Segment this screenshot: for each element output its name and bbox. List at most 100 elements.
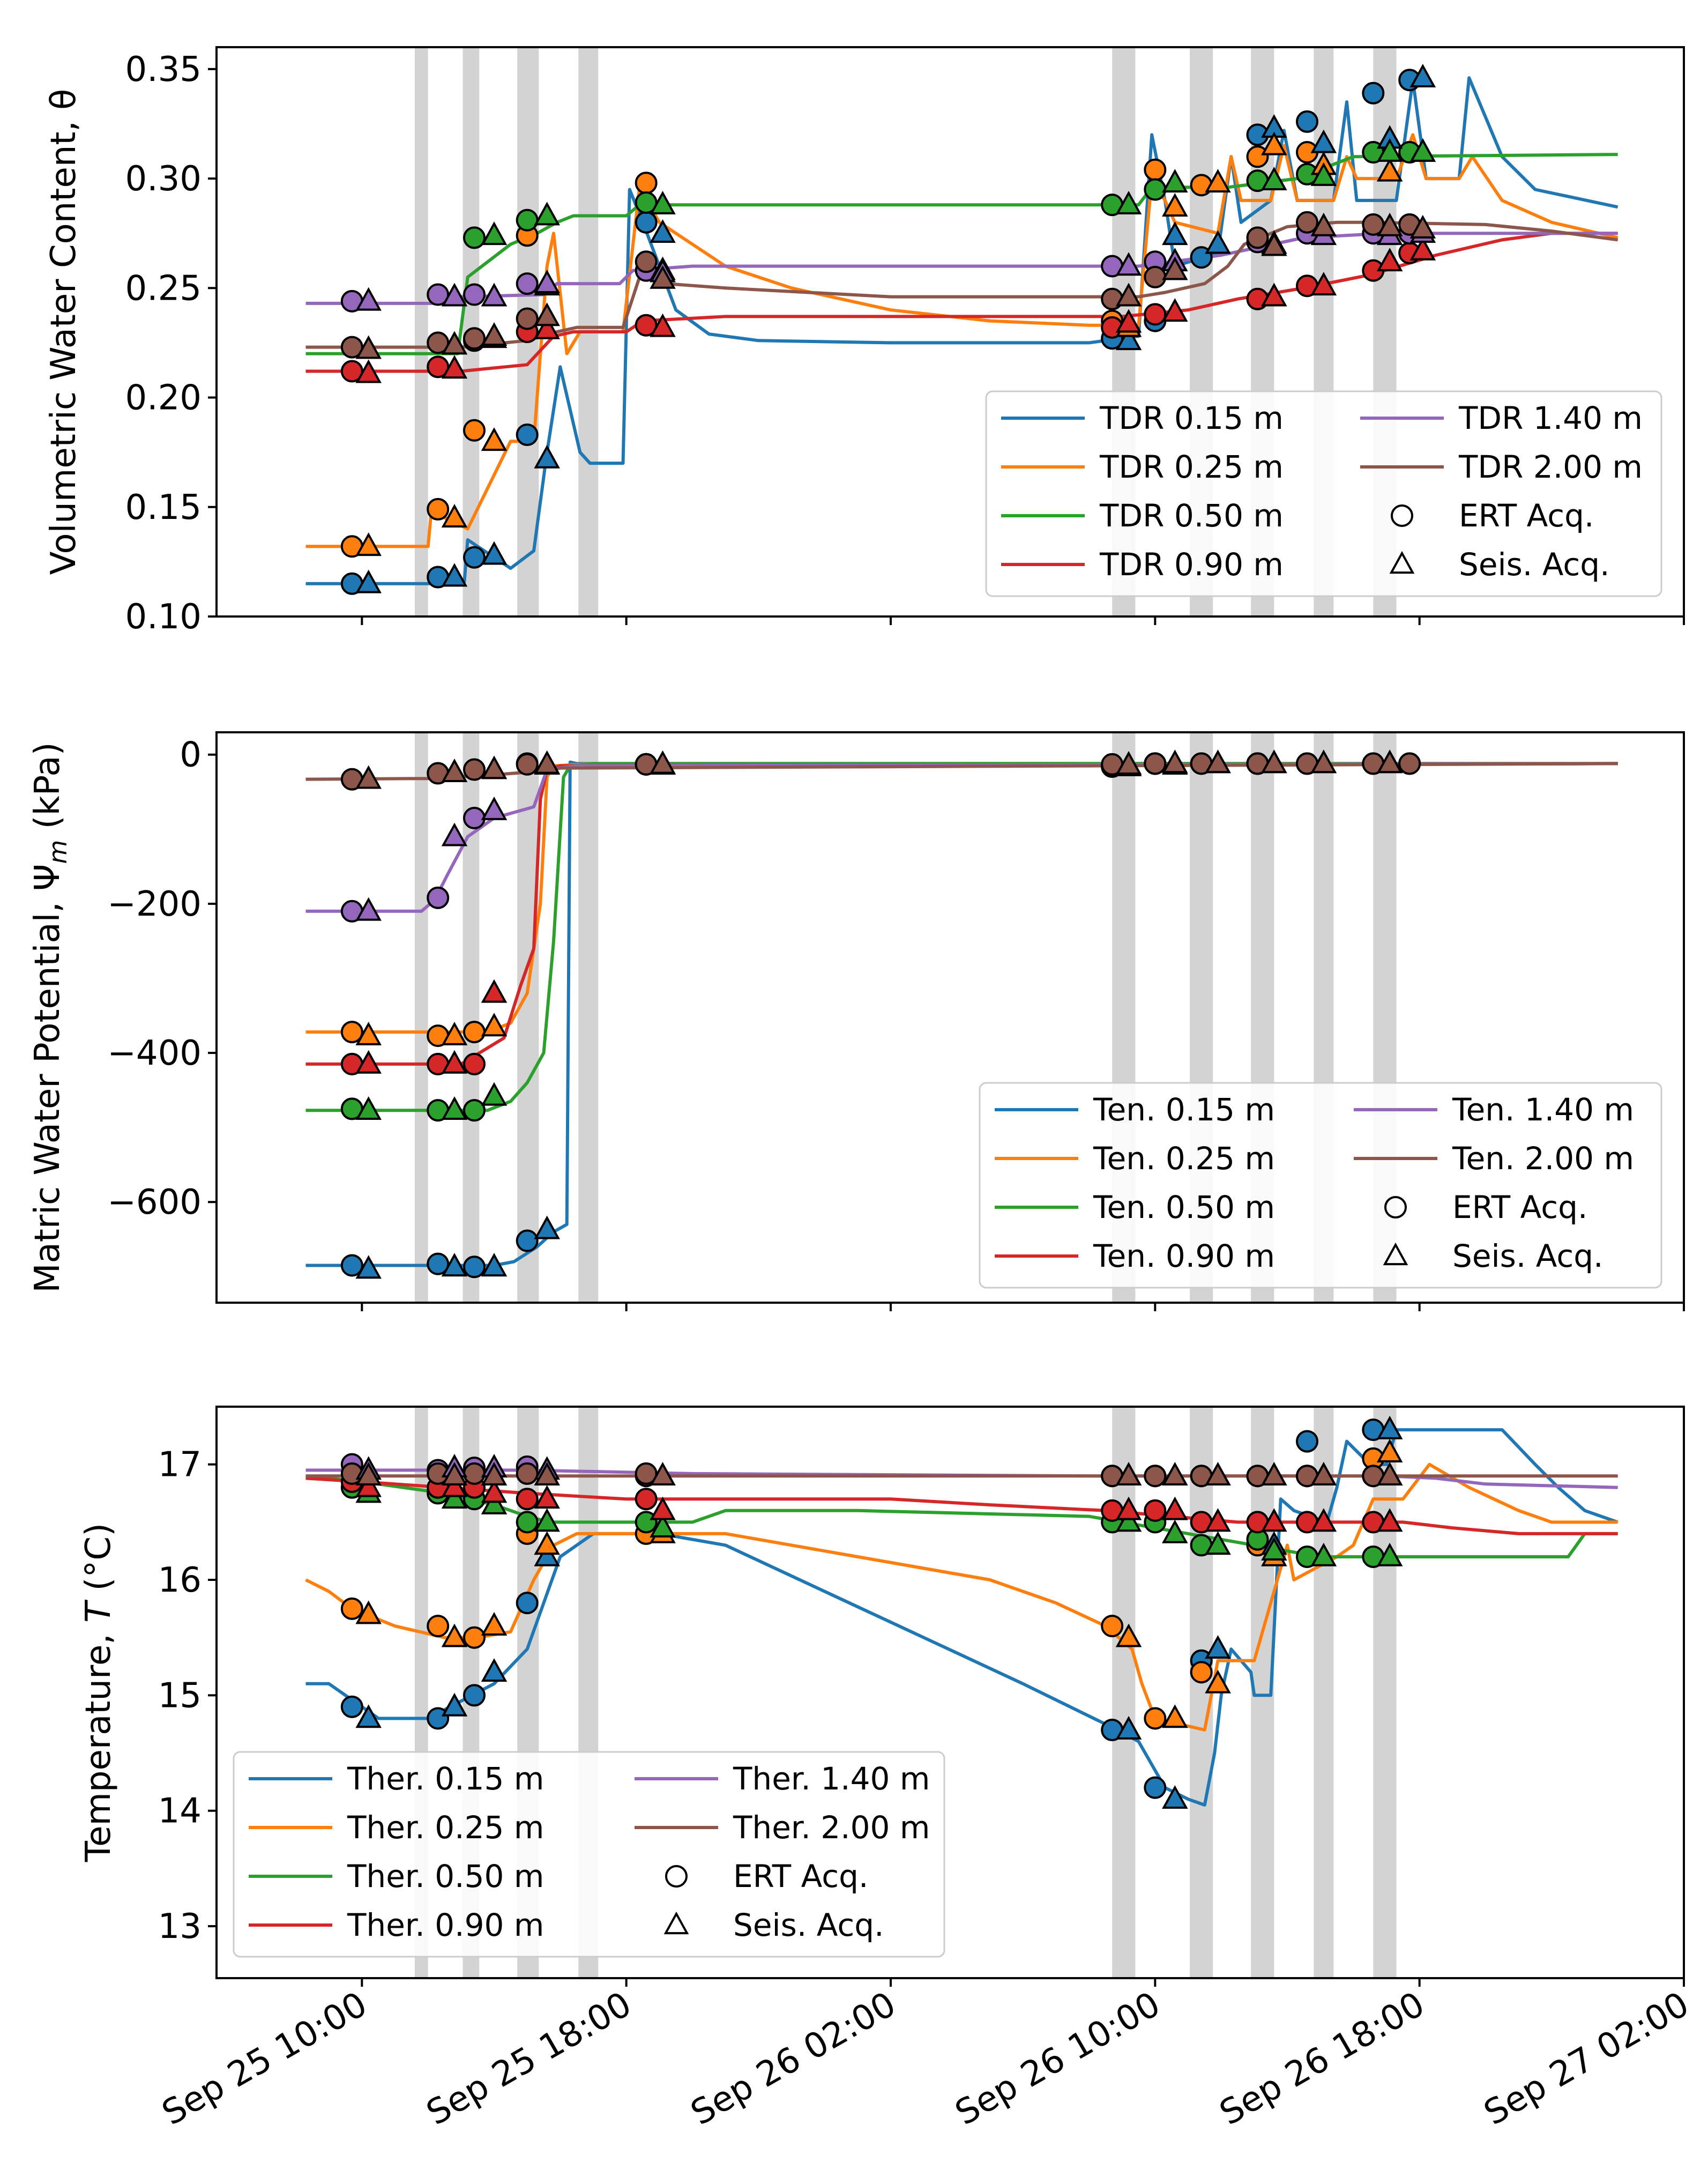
- ert-marker: [463, 1256, 486, 1279]
- seis-marker: [1162, 1519, 1188, 1543]
- legend-label: TDR 0.50 m: [1099, 497, 1284, 534]
- seis-marker: [481, 1490, 508, 1514]
- seis-marker: [1376, 248, 1403, 272]
- legend-label: Ther. 0.15 m: [347, 1760, 544, 1797]
- legend-label: Ten. 0.15 m: [1093, 1091, 1275, 1128]
- ert-marker: [516, 209, 539, 232]
- seis-marker: [1376, 1462, 1403, 1486]
- seis-marker: [441, 1096, 468, 1120]
- legend-label: Seis. Acq.: [1459, 546, 1610, 583]
- seis-marker: [534, 1508, 560, 1532]
- ert-marker: [635, 250, 658, 273]
- seis-marker: [481, 1013, 508, 1037]
- seis-marker: [1310, 272, 1337, 296]
- y-tick-label: −600: [107, 1183, 202, 1222]
- seis-marker: [1376, 749, 1403, 774]
- legend-box: [233, 1751, 945, 1958]
- seis-marker: [355, 1096, 382, 1120]
- ert-marker: [463, 419, 486, 442]
- seis-marker: [1162, 221, 1188, 246]
- acquisition-band: [578, 732, 599, 1303]
- y-tick-label: 0.20: [125, 378, 202, 418]
- seis-marker: [650, 190, 676, 214]
- seis-marker: [441, 1623, 468, 1647]
- ert-marker: [1296, 211, 1318, 234]
- legend-entry-tdr-0-25-m: TDR 0.25 m: [1001, 449, 1284, 485]
- seis-marker: [481, 1462, 508, 1486]
- ert-marker: [427, 886, 450, 909]
- ert-marker: [463, 1099, 486, 1122]
- legend-entry-seis-acq: Seis. Acq.: [663, 1907, 884, 1943]
- legend-entry-ther-0-50-m: Ther. 0.50 m: [249, 1858, 544, 1895]
- legend-label: Ten. 1.40 m: [1452, 1091, 1634, 1128]
- seis-marker: [1310, 162, 1337, 186]
- seis-marker: [481, 796, 508, 820]
- seis-marker: [1261, 1508, 1287, 1532]
- ert-marker: [463, 1684, 486, 1707]
- seis-marker: [355, 1050, 382, 1074]
- ert-marker: [1190, 1661, 1213, 1684]
- ert-marker: [340, 1254, 363, 1277]
- seis-marker: [650, 1513, 676, 1537]
- seis-marker: [441, 822, 468, 846]
- seis-marker: [1115, 1623, 1142, 1647]
- legend-entry-seis-acq: Seis. Acq.: [1389, 546, 1610, 583]
- seis-marker: [650, 265, 676, 289]
- ert-marker: [463, 1462, 486, 1485]
- legend-label: TDR 0.25 m: [1099, 449, 1284, 485]
- seis-marker: [355, 359, 382, 383]
- seis-marker: [1310, 212, 1337, 236]
- seis-marker: [1205, 1531, 1231, 1555]
- legend-entry-tdr-0-90-m: TDR 0.90 m: [1001, 546, 1284, 583]
- seis-marker: [1162, 298, 1188, 322]
- ert-marker: [427, 1615, 450, 1638]
- legend-thermistor: Ther. 0.15 m Ther. 1.40 m Ther. 0.25 m Ther…: [233, 1751, 945, 1958]
- y-axis-label-matric-water-potential: Matric Water Potential, Ψm (kPa): [28, 742, 72, 1292]
- legend-entry-ten-1-40-m: Ten. 1.40 m: [1354, 1091, 1634, 1128]
- legend-entry-ten-0-15-m: Ten. 0.15 m: [995, 1091, 1275, 1128]
- acquisition-band: [1112, 1407, 1136, 1978]
- ert-marker: [1144, 265, 1167, 288]
- seis-marker: [1376, 1415, 1403, 1439]
- ert-marker: [1398, 752, 1421, 775]
- ert-legend-marker: [1384, 1196, 1407, 1219]
- seis-marker: [1115, 283, 1142, 307]
- legend-label: Ten. 0.90 m: [1093, 1238, 1275, 1274]
- ert-marker: [463, 226, 486, 249]
- legend-box: [985, 390, 1662, 597]
- seis-marker: [441, 758, 468, 782]
- seis-legend-marker: [1389, 551, 1415, 574]
- seis-marker: [1205, 749, 1231, 774]
- seis-marker: [1376, 138, 1403, 162]
- seis-marker: [650, 219, 676, 243]
- seis-marker: [1205, 1635, 1231, 1659]
- seis-marker: [441, 563, 468, 587]
- seis-marker: [1115, 1496, 1142, 1520]
- ert-marker: [516, 272, 539, 295]
- y-tick-label: 0.30: [125, 159, 202, 199]
- legend-entry-ert-acq: ERT Acq.: [1391, 497, 1594, 534]
- seis-marker: [1261, 1537, 1287, 1561]
- ert-marker: [463, 283, 486, 306]
- ert-marker: [340, 1695, 363, 1718]
- seis-marker: [534, 1462, 560, 1486]
- seis-marker: [534, 1215, 560, 1239]
- ert-marker: [1144, 303, 1167, 326]
- ert-marker: [427, 1252, 450, 1275]
- legend-entry-ther-0-25-m: Ther. 0.25 m: [249, 1809, 544, 1846]
- seis-marker: [441, 283, 468, 307]
- ert-marker: [516, 753, 539, 776]
- seis-marker: [441, 1473, 468, 1497]
- y-axis-label-volumetric-water-content: Volumetric Water Content, θ: [44, 89, 84, 575]
- ert-marker: [1101, 1615, 1124, 1638]
- seis-marker: [1376, 158, 1403, 182]
- seis-marker: [1310, 1508, 1337, 1532]
- legend-entry-ert-acq: ERT Acq.: [665, 1858, 868, 1895]
- seis-marker: [1115, 1508, 1142, 1532]
- seis-marker: [1162, 749, 1188, 774]
- seis-marker: [650, 1462, 676, 1486]
- seis-marker: [355, 897, 382, 921]
- legend-entry-ther-0-15-m: Ther. 0.15 m: [249, 1760, 544, 1797]
- legend-label: Ther. 1.40 m: [733, 1760, 930, 1797]
- legend-label: TDR 2.00 m: [1458, 449, 1643, 485]
